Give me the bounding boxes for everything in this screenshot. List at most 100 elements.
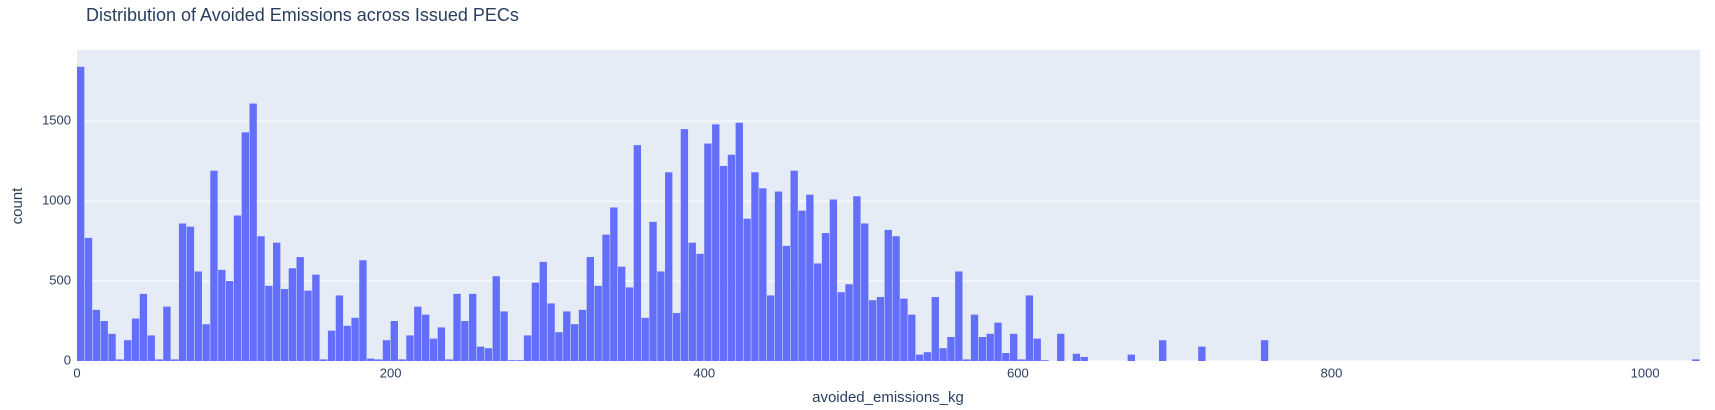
bar [77, 66, 85, 362]
bar [1010, 333, 1018, 361]
bar [743, 218, 751, 361]
bar [249, 103, 257, 361]
bar [476, 346, 485, 361]
bar [563, 311, 571, 361]
bar [351, 317, 359, 361]
bar [578, 309, 587, 361]
bar [782, 245, 790, 361]
bar [955, 271, 963, 361]
bar [923, 352, 932, 361]
bar [712, 124, 720, 361]
bar [84, 237, 93, 361]
x-tick-label: 200 [380, 365, 402, 380]
bar [1072, 353, 1081, 361]
bar [92, 309, 101, 361]
bar [163, 306, 171, 361]
bar [947, 337, 955, 361]
bar [672, 313, 681, 361]
bar [445, 359, 453, 361]
bar [633, 145, 642, 361]
x-tick-label: 800 [1321, 365, 1343, 380]
bar [1159, 340, 1167, 361]
bar [665, 172, 673, 361]
bar [853, 196, 861, 361]
bar [727, 154, 736, 361]
bar [492, 276, 500, 361]
bar [821, 233, 830, 361]
y-tick-label: 0 [64, 352, 71, 367]
bar [178, 223, 187, 361]
bar [124, 340, 132, 361]
bar [194, 271, 202, 361]
bar [233, 215, 242, 361]
bar [131, 318, 140, 361]
bar [421, 314, 430, 361]
bar [304, 290, 312, 361]
x-axis-title: avoided_emissions_kg [812, 389, 964, 406]
x-tick-label: 600 [1007, 365, 1029, 380]
bar [610, 207, 618, 361]
y-axis-title: count [9, 187, 26, 225]
bar [719, 165, 728, 361]
bar [759, 188, 767, 361]
bar [555, 332, 563, 361]
bar [900, 298, 908, 361]
bar [970, 314, 979, 361]
bar [1002, 353, 1010, 361]
bar [516, 360, 524, 361]
bar [876, 297, 885, 361]
bar [892, 236, 900, 361]
bar [186, 226, 195, 361]
x-tick-label: 0 [73, 365, 80, 380]
bar [649, 221, 657, 361]
bar [155, 359, 163, 361]
bar [484, 348, 493, 361]
bar [641, 317, 649, 361]
bar [915, 354, 924, 361]
bar [1033, 338, 1041, 361]
bar [359, 260, 367, 361]
bar [1692, 359, 1700, 361]
bar [296, 257, 304, 361]
bar [539, 261, 547, 361]
bar [382, 340, 391, 361]
bar [790, 170, 798, 361]
bar [594, 285, 602, 361]
bar [774, 191, 783, 361]
bar [868, 300, 877, 361]
bar [273, 242, 281, 361]
bar [1198, 346, 1206, 361]
bar [210, 170, 218, 361]
bar [312, 274, 320, 361]
bar [766, 295, 775, 361]
bar [625, 287, 634, 361]
bar [547, 303, 555, 361]
bar [241, 132, 249, 361]
bar [586, 257, 594, 361]
bar [688, 242, 696, 361]
bar [986, 333, 994, 361]
x-tick-label: 1000 [1631, 365, 1660, 380]
bar [100, 321, 108, 361]
bar [390, 321, 398, 361]
bar [806, 194, 814, 361]
bar [257, 236, 265, 361]
x-tick-label: 400 [693, 365, 715, 380]
bar [147, 335, 155, 361]
y-tick-label: 1500 [42, 113, 71, 128]
bar [429, 338, 438, 361]
bar [453, 293, 461, 361]
bar [657, 271, 665, 361]
bar [343, 325, 351, 361]
bar [1260, 340, 1269, 361]
bar [1127, 354, 1135, 361]
bar [602, 234, 610, 361]
bar [908, 314, 916, 361]
bar [288, 268, 297, 361]
bar [814, 263, 822, 361]
bar [265, 285, 273, 361]
bar [202, 324, 210, 361]
bar [116, 359, 124, 361]
bar [327, 330, 336, 361]
y-tick-label: 1000 [42, 193, 71, 208]
